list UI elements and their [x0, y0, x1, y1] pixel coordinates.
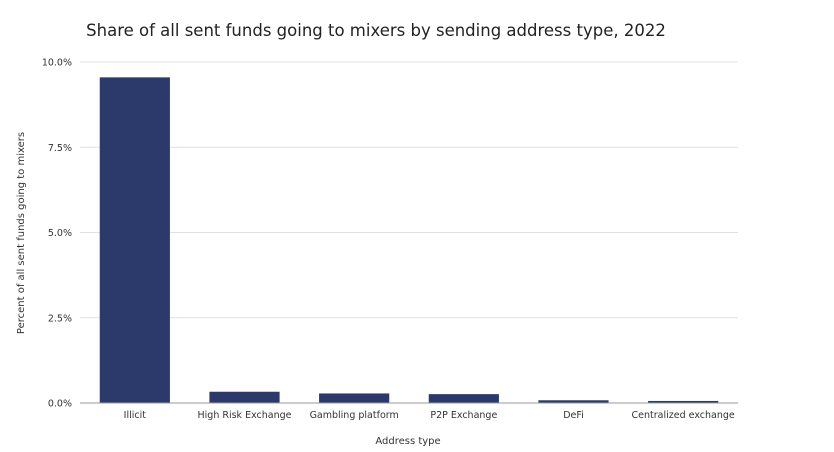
chart-title: Share of all sent funds going to mixers …: [86, 21, 666, 40]
y-axis-label: Percent of all sent funds going to mixer…: [16, 132, 27, 334]
y-axis-ticks: 0.0% 2.5% 5.0% 7.5% 10.0%: [42, 58, 72, 410]
y-tick-label: 10.0%: [42, 58, 72, 69]
y-tick-label: 0.0%: [48, 399, 72, 410]
x-tick-label: Gambling platform: [310, 410, 399, 421]
x-tick-label: Centralized exchange: [632, 410, 735, 421]
y-tick-label: 7.5%: [48, 143, 72, 154]
bars: [99, 77, 719, 403]
x-tick-label: Illicit: [124, 410, 147, 421]
x-tick-label: DeFi: [563, 410, 584, 421]
x-tick-label: High Risk Exchange: [198, 410, 292, 421]
y-tick-label: 2.5%: [48, 313, 72, 324]
x-axis-label: Address type: [375, 436, 440, 447]
bar: [99, 77, 170, 403]
x-tick-label: P2P Exchange: [430, 410, 497, 421]
bar: [538, 400, 609, 403]
bar: [319, 393, 390, 403]
bar: [648, 400, 719, 403]
bar: [428, 394, 499, 403]
gridlines: [80, 61, 738, 319]
bar: [209, 391, 280, 403]
y-tick-label: 5.0%: [48, 228, 72, 239]
x-axis-ticks: Illicit High Risk Exchange Gambling platfo…: [124, 410, 735, 421]
